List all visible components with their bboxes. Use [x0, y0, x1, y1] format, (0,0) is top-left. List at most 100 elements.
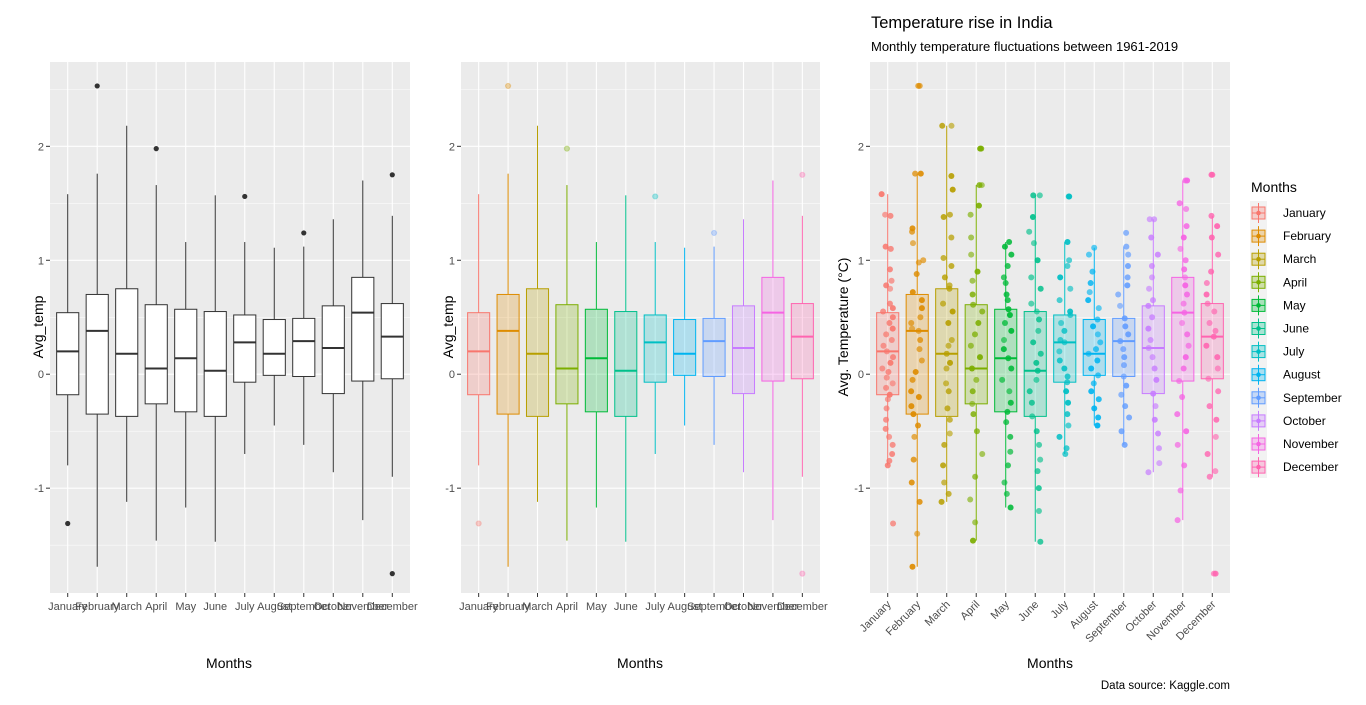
box-march: [115, 125, 139, 502]
x-tick-label: August: [668, 601, 702, 613]
box-july: [233, 193, 257, 454]
y-tick-label: 0: [38, 369, 44, 381]
jitter-point: [1064, 379, 1071, 386]
jitter-point: [1181, 266, 1188, 273]
jitter-point: [949, 186, 956, 193]
jitter-point: [908, 403, 915, 410]
jitter-point: [1146, 285, 1153, 292]
x-tick-label: May: [586, 601, 607, 613]
jitter-point: [941, 274, 948, 281]
jitter-point: [1153, 376, 1160, 383]
jitter-point: [1215, 388, 1222, 395]
jitter-point: [1120, 346, 1127, 353]
jitter-point: [1181, 274, 1188, 281]
panel3-x-axis-title: Months: [1027, 655, 1073, 671]
jitter-point: [1155, 430, 1162, 437]
jitter-point: [1007, 448, 1014, 455]
legend-key-point: [1256, 326, 1261, 331]
jitter-point: [1176, 200, 1183, 207]
jitter-point: [972, 473, 979, 480]
jitter-point: [979, 450, 986, 457]
jitter-point: [1008, 327, 1015, 334]
legend-label: March: [1283, 252, 1316, 266]
jitter-point: [1028, 274, 1035, 281]
jitter-point: [1152, 403, 1159, 410]
jitter-point: [968, 234, 975, 241]
jitter-point: [1125, 251, 1132, 258]
jitter-point: [968, 251, 975, 258]
jitter-point: [916, 346, 923, 353]
x-tick-label: February: [75, 601, 120, 613]
jitter-point: [970, 301, 977, 308]
iqr-box: [1171, 276, 1195, 382]
jitter-point: [1090, 323, 1097, 330]
legend-item-september: September: [1251, 387, 1342, 408]
jitter-point: [970, 411, 977, 418]
jitter-point: [1065, 422, 1072, 429]
jitter-point: [887, 245, 894, 252]
jitter-point: [1035, 485, 1042, 492]
jitter-point: [967, 496, 974, 503]
jitter-point: [1177, 487, 1184, 494]
iqr-box: [56, 312, 80, 396]
jitter-point: [1180, 234, 1187, 241]
legend-label: February: [1283, 229, 1331, 243]
legend-key-point: [1256, 395, 1261, 401]
jitter-point: [1008, 251, 1015, 258]
jitter-point: [1061, 327, 1068, 334]
jitter-point: [917, 337, 924, 344]
jitter-point: [911, 433, 918, 440]
jitter-point: [1095, 372, 1102, 379]
box-april: [144, 146, 168, 541]
box-november: [761, 180, 785, 521]
jitter-point: [1182, 177, 1189, 184]
legend-item-january: January: [1251, 203, 1326, 223]
jitter-point: [914, 530, 921, 537]
jitter-point: [889, 441, 896, 448]
jitter-point: [1034, 257, 1041, 264]
jitter-point: [945, 490, 952, 497]
jitter-point: [967, 211, 974, 218]
box-june: [203, 195, 227, 542]
jitter-point: [882, 211, 889, 218]
legend-label: December: [1283, 460, 1338, 474]
jitter-point: [975, 202, 982, 209]
jitter-point: [1156, 460, 1163, 467]
jitter-point: [940, 254, 947, 261]
x-tick-label: April: [958, 599, 982, 623]
jitter-point: [976, 354, 983, 361]
legend-label: September: [1283, 391, 1342, 405]
y-tick-label: -1: [34, 483, 44, 495]
jitter-point: [948, 337, 955, 344]
jitter-point: [1007, 433, 1014, 440]
jitter-point: [915, 259, 922, 266]
legend-label: August: [1283, 368, 1321, 382]
x-tick-label: April: [145, 601, 167, 613]
box-march: [935, 122, 959, 505]
box-january: [56, 194, 80, 527]
y-tick-label: 1: [858, 255, 864, 267]
jitter-point: [890, 354, 897, 361]
jitter-point: [1037, 285, 1044, 292]
jitter-point: [1030, 339, 1037, 346]
jitter-point: [999, 376, 1006, 383]
jitter-point: [1064, 411, 1071, 418]
x-tick-label: March: [522, 601, 553, 613]
jitter-point: [1211, 308, 1218, 315]
jitter-point: [1209, 171, 1216, 178]
legend-key-point: [1256, 372, 1261, 378]
x-tick-label: June: [614, 601, 638, 613]
jitter-point: [1120, 373, 1127, 380]
jitter-point: [1004, 297, 1011, 304]
jitter-point: [1003, 419, 1010, 426]
jitter-point: [1026, 228, 1033, 235]
jitter-point: [1204, 450, 1211, 457]
x-tick-label: May: [989, 598, 1013, 622]
legend-key-point: [1256, 303, 1261, 308]
jitter-point: [1095, 414, 1102, 421]
jitter-point: [1033, 376, 1040, 383]
panel1-background: [50, 62, 410, 593]
jitter-point: [1123, 229, 1130, 236]
jitter-point: [1123, 243, 1130, 250]
